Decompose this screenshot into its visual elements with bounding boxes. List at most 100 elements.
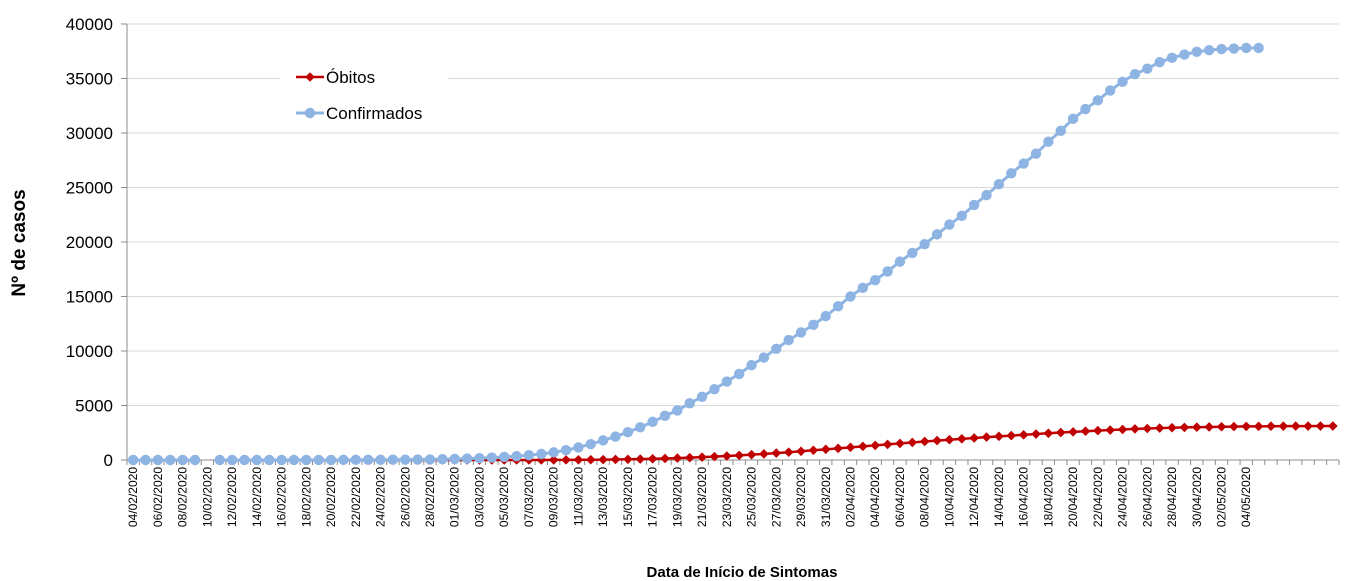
data-point bbox=[944, 219, 955, 230]
series-1 bbox=[127, 42, 1264, 466]
legend-box bbox=[280, 58, 448, 132]
data-point bbox=[251, 454, 263, 466]
x-tick-label: 21/03/2020 bbox=[695, 467, 709, 527]
legend-label: Óbitos bbox=[326, 68, 375, 87]
x-tick-label: 25/03/2020 bbox=[745, 467, 759, 527]
x-tick-label: 07/03/2020 bbox=[522, 467, 536, 527]
data-point bbox=[746, 449, 757, 460]
data-point bbox=[1191, 46, 1202, 57]
data-point bbox=[561, 455, 571, 465]
data-point bbox=[733, 368, 745, 380]
data-point bbox=[523, 450, 535, 461]
data-point bbox=[189, 454, 201, 466]
x-tick-label: 08/04/2020 bbox=[918, 467, 932, 527]
data-point bbox=[1290, 421, 1301, 431]
data-point bbox=[870, 440, 881, 451]
data-point bbox=[968, 199, 980, 211]
x-tick-label: 10/04/2020 bbox=[942, 467, 956, 527]
data-point bbox=[845, 291, 856, 302]
data-point bbox=[338, 454, 349, 466]
data-point bbox=[672, 453, 683, 463]
data-point bbox=[1068, 427, 1078, 437]
data-point bbox=[1080, 103, 1091, 115]
x-tick-label: 16/02/2020 bbox=[275, 467, 289, 527]
data-point bbox=[140, 454, 151, 466]
x-tick-label: 29/03/2020 bbox=[794, 467, 808, 527]
x-tick-label: 15/03/2020 bbox=[621, 467, 635, 527]
data-point bbox=[746, 359, 757, 371]
data-point bbox=[993, 179, 1005, 190]
x-tick-label: 08/02/2020 bbox=[176, 467, 190, 527]
x-tick-label: 12/02/2020 bbox=[225, 467, 239, 527]
x-tick-label: 10/02/2020 bbox=[200, 467, 214, 527]
data-point bbox=[1117, 76, 1128, 87]
x-tick-label: 23/03/2020 bbox=[720, 467, 734, 527]
data-point bbox=[956, 434, 967, 444]
legend-item: Confirmados bbox=[296, 104, 422, 123]
data-point bbox=[832, 301, 844, 312]
data-point bbox=[1216, 421, 1227, 432]
data-point bbox=[375, 454, 386, 465]
data-point bbox=[1179, 49, 1190, 60]
data-point bbox=[449, 453, 460, 465]
data-point bbox=[858, 441, 868, 452]
x-tick-label: 13/03/2020 bbox=[596, 467, 610, 527]
x-tick-label: 02/04/2020 bbox=[843, 467, 857, 527]
data-point bbox=[1303, 421, 1313, 431]
data-point bbox=[907, 247, 918, 259]
data-point bbox=[808, 319, 819, 331]
data-point bbox=[1031, 429, 1041, 439]
data-point bbox=[1105, 85, 1116, 96]
data-point bbox=[461, 453, 473, 464]
x-tick-label: 14/04/2020 bbox=[992, 467, 1006, 527]
data-point bbox=[882, 266, 893, 277]
data-point bbox=[932, 435, 942, 446]
y-tick-label: 25000 bbox=[66, 179, 113, 198]
x-tick-label: 01/03/2020 bbox=[448, 467, 462, 527]
data-point bbox=[672, 405, 683, 416]
data-point bbox=[1166, 52, 1178, 63]
y-tick-label: 30000 bbox=[66, 124, 113, 143]
data-point bbox=[1006, 168, 1017, 179]
data-point bbox=[362, 454, 374, 466]
data-point bbox=[1142, 63, 1153, 74]
data-point bbox=[1228, 43, 1240, 54]
data-point bbox=[1043, 136, 1054, 147]
data-point bbox=[585, 438, 596, 450]
legend-marker bbox=[304, 107, 316, 119]
data-point bbox=[820, 444, 831, 455]
data-point bbox=[486, 452, 498, 463]
y-tick-label: 20000 bbox=[66, 233, 113, 252]
data-point bbox=[696, 391, 708, 402]
data-point bbox=[288, 454, 300, 466]
data-point bbox=[585, 454, 596, 465]
data-point bbox=[981, 189, 992, 201]
data-point bbox=[1204, 422, 1214, 432]
data-point bbox=[424, 454, 436, 465]
x-tick-label: 02/05/2020 bbox=[1215, 467, 1229, 527]
data-point bbox=[684, 398, 695, 409]
series-layer bbox=[127, 42, 1338, 466]
data-point bbox=[350, 454, 361, 466]
x-tick-label: 16/04/2020 bbox=[1017, 467, 1031, 527]
data-point bbox=[895, 438, 905, 449]
data-point bbox=[882, 439, 893, 450]
data-point bbox=[1154, 423, 1165, 433]
data-point bbox=[1129, 68, 1141, 80]
data-point bbox=[635, 454, 646, 464]
data-point bbox=[758, 352, 770, 363]
data-point bbox=[833, 443, 843, 454]
x-tick-label: 22/04/2020 bbox=[1091, 467, 1105, 527]
data-point bbox=[907, 437, 918, 448]
data-point bbox=[647, 454, 658, 464]
x-axis-title: Data de Início de Sintomas bbox=[647, 564, 838, 581]
data-point bbox=[659, 410, 671, 422]
data-point bbox=[623, 454, 633, 465]
legend: Óbitos Confirmados bbox=[280, 58, 448, 132]
data-point bbox=[177, 454, 188, 466]
data-point bbox=[660, 453, 670, 464]
data-point bbox=[511, 450, 522, 462]
data-point bbox=[1093, 425, 1103, 436]
data-point bbox=[313, 454, 324, 466]
x-tick-label: 28/04/2020 bbox=[1165, 467, 1179, 527]
